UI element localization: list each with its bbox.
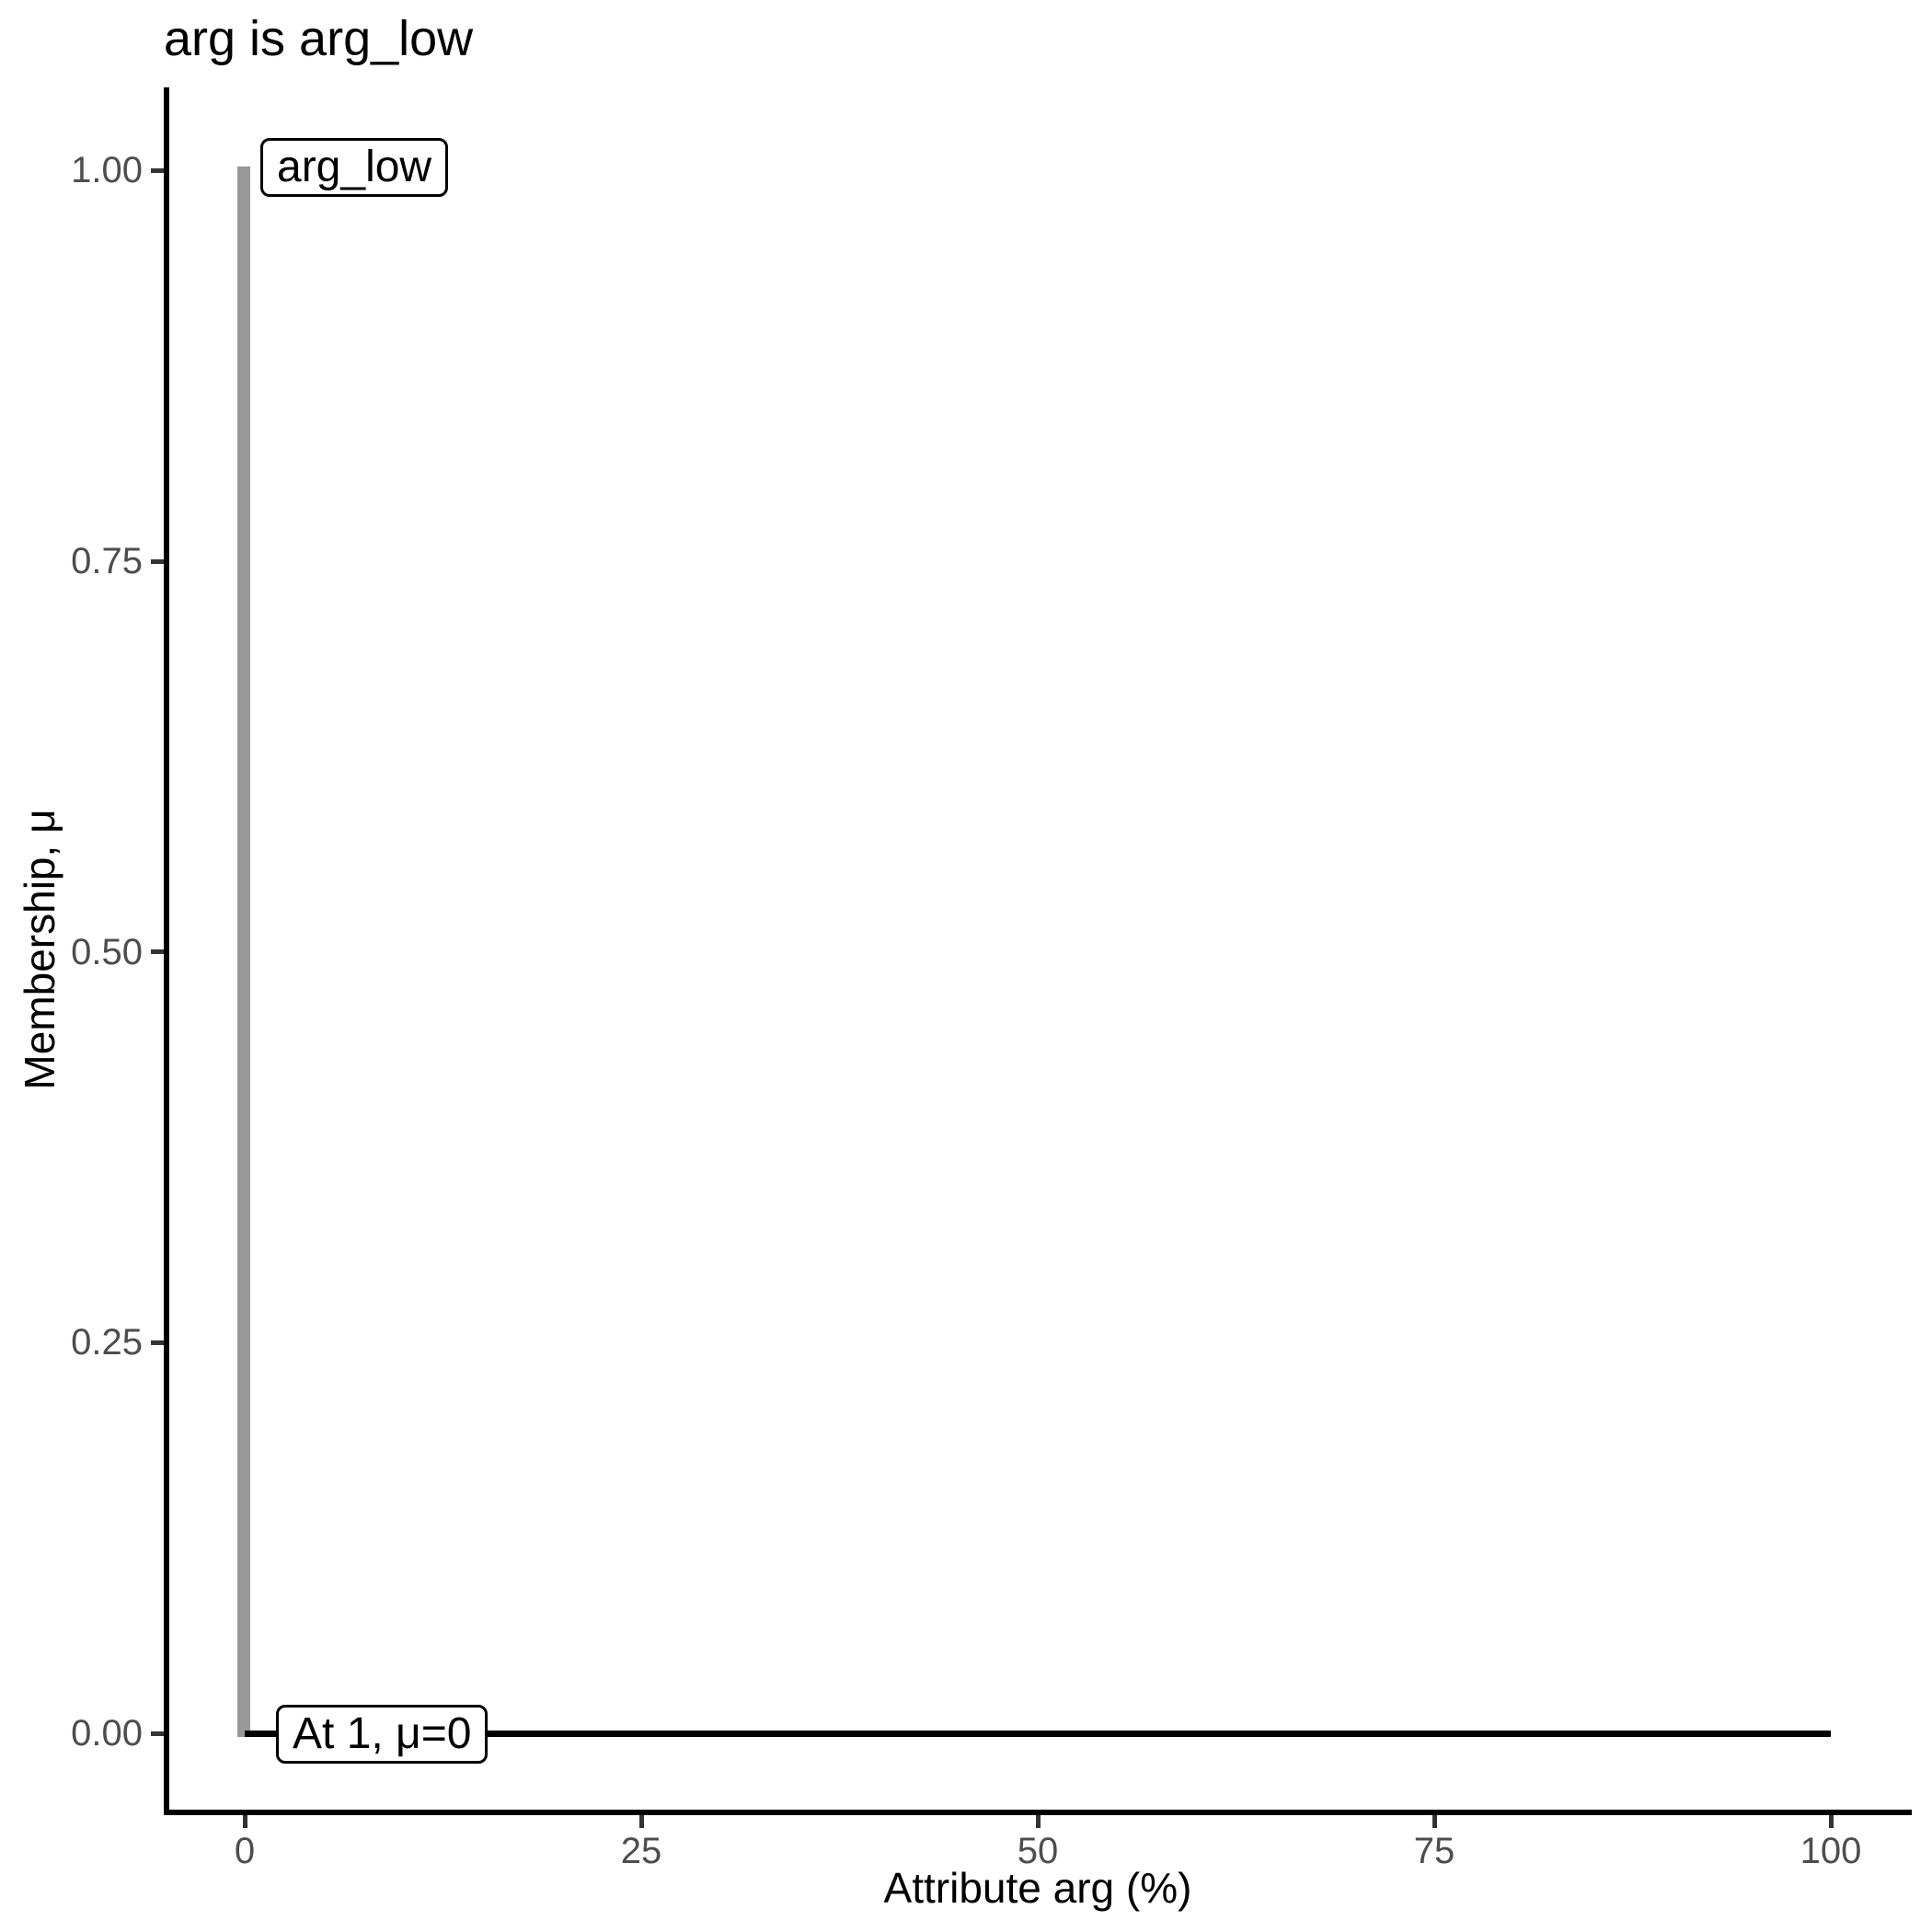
annotation-label-arg-low: arg_low xyxy=(260,138,449,197)
plot-title: arg is arg_low xyxy=(164,11,474,66)
annotation-label-at-one-mu-zero: At 1, μ=0 xyxy=(276,1705,489,1764)
x-axis-title: Attribute arg (%) xyxy=(883,1864,1192,1912)
y-axis-title-text: Membership, μ xyxy=(16,809,63,1090)
x-tick-label: 50 xyxy=(1017,1831,1059,1871)
y-tick-label: 0.50 xyxy=(71,932,143,972)
y-tick-label: 0.75 xyxy=(71,541,143,581)
y-tick-mark xyxy=(151,1340,164,1345)
x-tick-label: 0 xyxy=(234,1831,256,1871)
x-tick-mark xyxy=(1432,1815,1437,1828)
y-tick-mark xyxy=(151,949,164,954)
x-tick-mark xyxy=(1829,1815,1834,1828)
zero-membership-line xyxy=(245,1731,1831,1737)
y-tick-label: 1.00 xyxy=(71,150,143,190)
x-tick-mark xyxy=(243,1815,247,1828)
x-tick-mark xyxy=(639,1815,644,1828)
y-tick-label: 0.25 xyxy=(71,1322,143,1363)
x-tick-label: 75 xyxy=(1413,1831,1455,1871)
y-tick-mark xyxy=(151,168,164,173)
y-tick-label: 0.00 xyxy=(71,1713,143,1754)
x-tick-mark xyxy=(1036,1815,1041,1828)
plot-panel xyxy=(164,87,1912,1815)
y-tick-mark xyxy=(151,1731,164,1736)
x-tick-label: 25 xyxy=(620,1831,662,1871)
y-tick-mark xyxy=(151,559,164,564)
x-tick-label: 100 xyxy=(1800,1831,1862,1871)
membership-spike-line xyxy=(237,167,250,1737)
